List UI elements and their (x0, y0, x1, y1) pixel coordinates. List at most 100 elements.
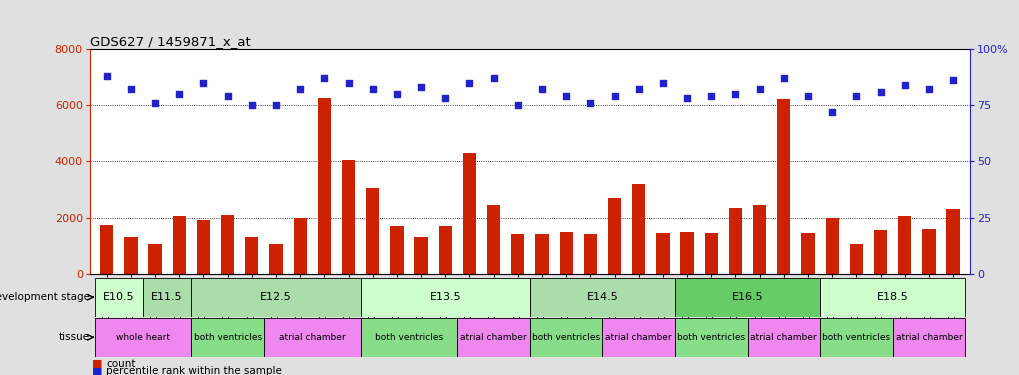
Text: E11.5: E11.5 (151, 292, 182, 302)
Point (122, 86, 139, 92)
Bar (535, 234, 548, 274)
Bar (172, 216, 185, 274)
Bar (607, 198, 621, 274)
Bar (143, 278, 192, 317)
Point (727, 91, 743, 97)
Bar (366, 188, 379, 274)
Point (219, 93, 235, 99)
Bar (704, 233, 717, 274)
Bar (602, 318, 675, 357)
Bar (675, 278, 819, 317)
Bar (192, 318, 264, 357)
Bar (317, 98, 330, 274)
Bar (192, 278, 361, 317)
Point (147, 100, 163, 106)
Bar (559, 231, 573, 274)
Text: count: count (106, 359, 136, 369)
Point (582, 100, 598, 106)
Bar (921, 229, 934, 274)
Bar (530, 278, 675, 317)
Bar (819, 318, 892, 357)
Point (896, 82, 912, 88)
Text: atrial chamber: atrial chamber (895, 333, 961, 342)
Bar (752, 205, 765, 274)
Text: E18.5: E18.5 (876, 292, 908, 302)
Text: E14.5: E14.5 (586, 292, 618, 302)
Bar (486, 205, 499, 274)
Text: atrial chamber: atrial chamber (605, 333, 672, 342)
Point (605, 93, 622, 99)
Bar (293, 217, 307, 274)
Bar (729, 208, 742, 274)
Bar (438, 226, 451, 274)
Text: both ventricles: both ventricles (532, 333, 599, 342)
Bar (100, 225, 113, 274)
Point (510, 102, 526, 108)
Bar (361, 278, 530, 317)
Point (99, 73, 115, 79)
Bar (95, 318, 192, 357)
Point (268, 102, 284, 108)
Bar (675, 318, 747, 357)
Point (533, 86, 549, 92)
Text: atrial chamber: atrial chamber (460, 333, 527, 342)
Text: E12.5: E12.5 (260, 292, 291, 302)
Text: E16.5: E16.5 (731, 292, 762, 302)
Text: tissue: tissue (59, 332, 90, 342)
Point (340, 80, 357, 86)
Point (316, 75, 332, 81)
Bar (897, 216, 911, 274)
Point (388, 91, 405, 97)
Bar (892, 318, 964, 357)
Point (291, 86, 308, 92)
Point (871, 88, 888, 94)
Bar (776, 99, 790, 274)
Point (848, 93, 864, 99)
Bar (390, 226, 404, 274)
Point (557, 93, 574, 99)
Bar (95, 278, 143, 317)
Text: both ventricles: both ventricles (677, 333, 745, 342)
Text: atrial chamber: atrial chamber (750, 333, 816, 342)
Point (171, 91, 187, 97)
Text: GDS627 / 1459871_x_at: GDS627 / 1459871_x_at (90, 34, 251, 48)
Text: E13.5: E13.5 (429, 292, 461, 302)
Bar (747, 318, 819, 357)
Point (654, 80, 671, 86)
Bar (680, 231, 693, 274)
Point (195, 80, 211, 86)
Text: ■: ■ (92, 366, 102, 375)
Bar (197, 220, 210, 274)
Bar (124, 237, 138, 274)
Point (413, 84, 429, 90)
Point (244, 102, 260, 108)
Bar (245, 237, 258, 274)
Bar (221, 214, 234, 274)
Bar (583, 234, 596, 274)
Point (823, 109, 840, 115)
Text: both ventricles: both ventricles (375, 333, 442, 342)
Point (920, 86, 936, 92)
Bar (632, 184, 645, 274)
Point (702, 93, 718, 99)
Bar (824, 217, 838, 274)
Bar (269, 244, 282, 274)
Bar (264, 318, 361, 357)
Bar (873, 230, 887, 274)
Point (799, 93, 815, 99)
Bar (819, 278, 964, 317)
Bar (148, 244, 162, 274)
Point (630, 86, 646, 92)
Point (679, 95, 695, 101)
Text: whole heart: whole heart (116, 333, 170, 342)
Text: percentile rank within the sample: percentile rank within the sample (106, 366, 281, 375)
Point (944, 77, 960, 83)
Bar (414, 237, 427, 274)
Point (461, 80, 477, 86)
Text: both ventricles: both ventricles (821, 333, 890, 342)
Bar (511, 234, 524, 274)
Text: development stage: development stage (0, 292, 90, 302)
Bar (463, 153, 476, 274)
Bar (530, 318, 602, 357)
Bar (655, 233, 668, 274)
